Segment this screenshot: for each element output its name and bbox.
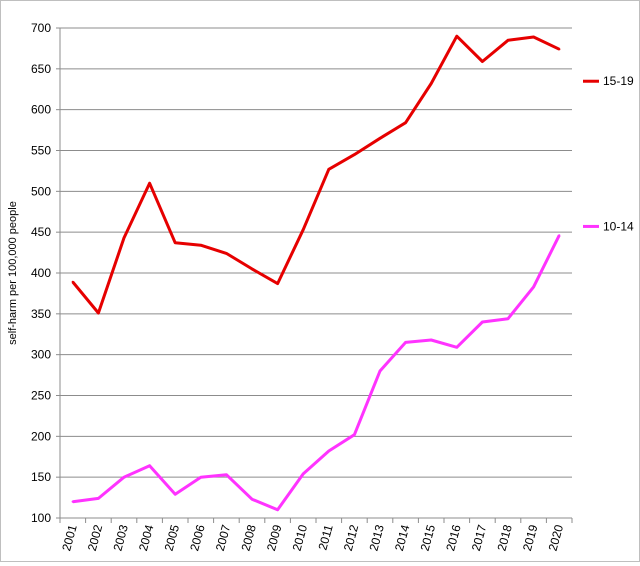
data-point	[225, 252, 228, 255]
y-tick-label: 100	[31, 511, 51, 525]
data-point	[404, 341, 407, 344]
data-point	[122, 475, 126, 479]
x-tick-label: 2013	[366, 523, 387, 553]
data-point	[71, 280, 75, 284]
y-tick-label: 300	[31, 348, 51, 362]
data-point	[250, 498, 254, 501]
x-tick-label: 2008	[238, 523, 259, 553]
x-tick-label: 2001	[59, 523, 80, 553]
x-tick-label: 2012	[341, 523, 362, 553]
legend-label: 10-14	[603, 219, 634, 233]
data-point	[199, 475, 202, 479]
x-tick-label: 2015	[418, 523, 439, 553]
data-point	[276, 508, 279, 512]
y-tick-label: 600	[31, 103, 51, 117]
series-line-10-14	[72, 234, 561, 512]
series-line-15-19	[71, 34, 560, 315]
x-tick-label: 2002	[85, 523, 106, 553]
y-tick-label: 700	[31, 21, 51, 35]
data-point	[225, 473, 228, 476]
legend-label: 15-19	[603, 74, 634, 88]
y-tick-label: 500	[31, 184, 51, 198]
data-point	[353, 153, 356, 156]
x-tick-label: 2003	[110, 523, 131, 553]
data-point	[558, 234, 561, 237]
x-tick-label: 2004	[136, 523, 157, 553]
data-point	[302, 472, 305, 476]
data-point	[506, 39, 510, 42]
y-axis-label: self-harm per 100,000 people	[7, 201, 19, 345]
y-tick-label: 200	[31, 429, 51, 443]
data-point	[481, 60, 484, 63]
data-point	[558, 48, 561, 51]
gridlines	[59, 27, 572, 519]
y-tick-label: 150	[31, 470, 51, 484]
data-point	[327, 449, 330, 453]
data-point	[455, 34, 458, 38]
series-lines	[71, 34, 561, 512]
data-point	[455, 346, 458, 349]
x-tick-label: 2014	[392, 523, 413, 553]
data-point	[174, 241, 177, 244]
data-point	[532, 285, 535, 289]
data-point	[250, 267, 254, 271]
data-point	[199, 244, 202, 247]
data-point	[276, 282, 279, 285]
x-tick-label: 2019	[520, 523, 541, 553]
x-tick-label: 2020	[546, 523, 567, 553]
data-point	[481, 320, 484, 324]
data-point	[404, 121, 407, 124]
data-point	[148, 464, 151, 467]
data-point	[532, 35, 535, 39]
x-tick-label: 2017	[469, 523, 490, 553]
data-point	[378, 137, 382, 140]
y-tick-label: 650	[31, 62, 51, 76]
x-tick-label: 2006	[187, 523, 208, 553]
y-tick-label: 450	[31, 225, 51, 239]
data-point	[430, 338, 433, 342]
x-tick-label: 2009	[264, 523, 285, 553]
data-point	[430, 82, 433, 85]
x-tick-label: 2016	[443, 523, 464, 553]
x-tick-label: 2018	[494, 523, 515, 553]
y-axis-ticks: 100 150 200 250 300 350 400 450 500 550 600 650 700	[31, 21, 60, 525]
data-point	[174, 493, 177, 496]
data-point	[506, 317, 510, 320]
y-tick-label: 400	[31, 266, 51, 280]
data-point	[353, 433, 356, 436]
legend: 15-19 10-14	[583, 74, 634, 233]
y-tick-label: 250	[31, 389, 51, 403]
x-tick-label: 2005	[162, 523, 183, 553]
data-point	[327, 168, 330, 171]
data-point	[97, 497, 100, 500]
data-point	[71, 500, 75, 503]
data-point	[122, 236, 126, 240]
y-tick-label: 550	[31, 144, 51, 158]
x-tick-label: 2007	[213, 523, 234, 553]
data-point	[97, 311, 100, 315]
data-point	[302, 228, 305, 231]
x-tick-label: 2010	[290, 523, 311, 553]
x-tick-label: 2011	[315, 523, 335, 552]
x-axis-ticks: 2001 2002 2003 2004 2005 2006 2007 2008 2009 2010…	[59, 518, 573, 553]
data-point	[378, 369, 382, 373]
y-tick-label: 350	[31, 307, 51, 321]
data-point	[148, 181, 151, 185]
